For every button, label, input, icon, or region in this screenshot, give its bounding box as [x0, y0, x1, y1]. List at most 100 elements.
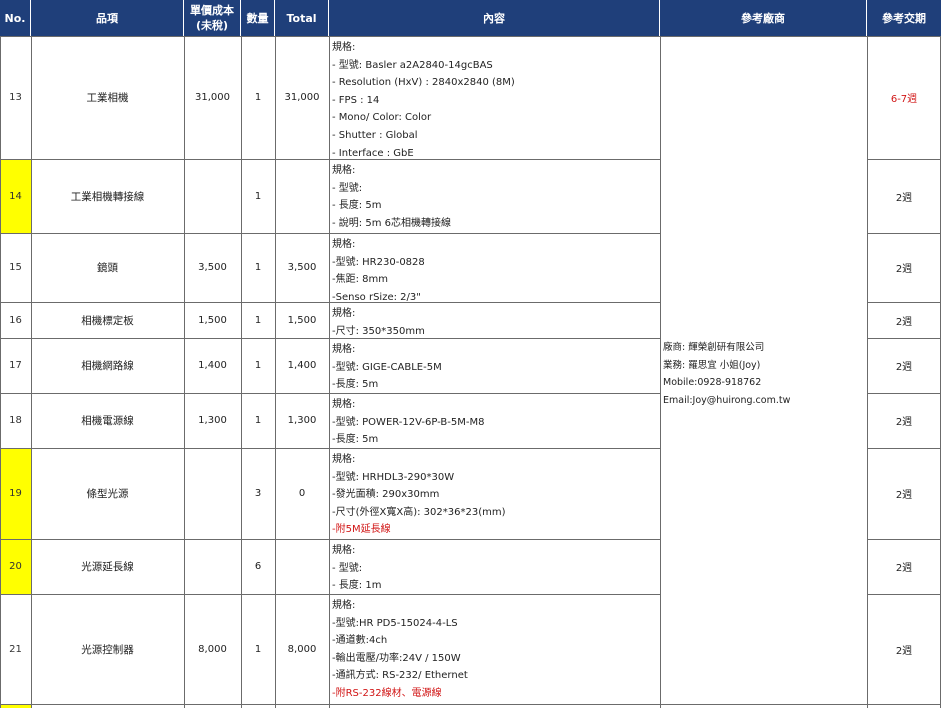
total-cost[interactable]: 1,500 — [287, 314, 317, 326]
spec-line: 規格: — [332, 454, 356, 465]
item-name[interactable]: 相機電源線 — [81, 415, 134, 427]
total-cost[interactable]: 1,400 — [287, 360, 317, 371]
row-number[interactable]: 15 — [9, 262, 22, 273]
row-divider — [867, 448, 941, 449]
header-qty[interactable]: 數量 — [241, 0, 275, 36]
item-name[interactable]: 光源控制器 — [81, 643, 134, 656]
unit-cost[interactable] — [184, 159, 241, 233]
item-name[interactable]: 相機標定板 — [81, 314, 134, 327]
row-divider — [867, 539, 941, 540]
next-row-highlight — [0, 704, 31, 708]
header-lead-time-label: 參考交期 — [882, 11, 926, 25]
header-vendor[interactable]: 參考廠商 — [660, 0, 867, 36]
header-total[interactable]: Total — [275, 0, 329, 36]
row-number[interactable]: 14 — [0, 159, 31, 233]
spec-content[interactable]: 規格: - 型號: - 長度: 1m — [332, 539, 658, 594]
row-number[interactable]: 18 — [9, 415, 22, 426]
item-name[interactable]: 光源延長線 — [81, 561, 134, 573]
header-item[interactable]: 品項 — [31, 0, 184, 36]
row-number[interactable]: 20 — [0, 539, 31, 594]
header-lead-time[interactable]: 參考交期 — [867, 0, 941, 36]
quantity[interactable]: 1 — [254, 643, 262, 655]
spec-line: -型號: HR230-0828 — [332, 256, 425, 268]
spec-line: - 長度: 5m — [332, 200, 382, 212]
header-no[interactable]: No. — [0, 0, 31, 36]
unit-cost[interactable]: 8,000 — [198, 643, 227, 655]
quantity[interactable]: 3 — [254, 488, 262, 499]
quantity[interactable]: 1 — [254, 190, 262, 202]
total-cost[interactable]: 0 — [298, 488, 306, 499]
lead-time[interactable]: 2週 — [895, 645, 913, 657]
unit-cost[interactable] — [184, 448, 241, 539]
column-divider — [241, 36, 242, 708]
spec-line: 規格: — [332, 344, 356, 355]
item-name[interactable]: 鏡頭 — [97, 262, 118, 274]
unit-cost[interactable]: 1,500 — [198, 314, 227, 326]
row-divider — [0, 338, 660, 339]
spec-line: -型號: POWER-12V-6P-B-5M-M8 — [332, 416, 485, 428]
unit-cost[interactable]: 1,300 — [198, 415, 227, 426]
row-number[interactable]: 17 — [9, 360, 22, 371]
row-number[interactable]: 19 — [0, 448, 31, 539]
spec-content[interactable]: 規格: -型號: GIGE-CABLE-5M -長度: 5m — [332, 338, 658, 393]
row-divider — [867, 302, 941, 303]
unit-cost[interactable]: 31,000 — [195, 92, 230, 103]
spec-content[interactable]: 規格: -型號:HR PD5-15024-4-LS -通道數:4ch -輸出電壓/功率… — [332, 594, 658, 704]
total-cost[interactable]: 31,000 — [284, 92, 320, 103]
spec-content[interactable]: 規格: -型號: HRHDL3-290*30W -發光面積: 290x30mm -尺寸… — [332, 448, 658, 539]
spec-line: - 型號: — [332, 182, 363, 194]
header-unit-cost[interactable]: 單價成本 (未稅) — [184, 0, 241, 36]
vendor-company: 廠商: 輝榮創研有限公司 — [663, 342, 765, 353]
lead-time[interactable]: 2週 — [895, 563, 913, 574]
quantity[interactable]: 1 — [254, 415, 262, 426]
spec-line: 規格: — [332, 600, 356, 611]
item-name[interactable]: 條型光源 — [86, 488, 129, 500]
quantity[interactable]: 1 — [254, 360, 262, 371]
column-divider — [275, 36, 276, 708]
row-divider — [867, 594, 941, 595]
lead-time[interactable]: 6-7週 — [890, 94, 918, 105]
spec-line: 規格: — [332, 308, 356, 319]
vendor-info[interactable]: 廠商: 輝榮創研有限公司 業務: 羅思宜 小姐(Joy) Mobile:0928… — [663, 339, 863, 409]
lead-time[interactable]: 2週 — [895, 316, 913, 328]
item-name[interactable]: 工業相機 — [86, 92, 129, 104]
spec-content[interactable]: 規格: - 型號: - 長度: 5m - 說明: 5m 6芯相機轉接線 — [332, 159, 658, 233]
quantity[interactable]: 1 — [254, 262, 262, 273]
lead-time[interactable]: 2週 — [895, 490, 913, 501]
total-cost[interactable]: 8,000 — [287, 643, 317, 655]
row-number[interactable]: 21 — [9, 643, 22, 655]
spec-line: - 型號: — [332, 562, 363, 574]
spec-line: - Mono/ Color: Color — [332, 112, 432, 124]
spec-content[interactable]: 規格: -尺寸: 350*350mm — [332, 302, 658, 338]
lead-time[interactable]: 2週 — [895, 192, 913, 204]
spec-line: 規格: — [332, 399, 356, 410]
spec-content[interactable]: 規格: - 型號: Basler a2A2840-14gcBAS - Resolut… — [332, 36, 658, 159]
quantity[interactable]: 6 — [254, 561, 262, 572]
header-content[interactable]: 內容 — [329, 0, 660, 36]
row-divider — [0, 448, 660, 449]
total-cost[interactable] — [275, 159, 329, 233]
spec-line: - FPS : 14 — [332, 94, 380, 106]
lead-time[interactable]: 2週 — [895, 417, 913, 428]
lead-time[interactable]: 2週 — [895, 264, 913, 275]
row-divider — [0, 539, 660, 540]
total-cost[interactable]: 3,500 — [287, 262, 317, 273]
row-number[interactable]: 16 — [9, 314, 22, 326]
total-cost[interactable] — [275, 539, 329, 594]
row-divider — [867, 338, 941, 339]
quantity[interactable]: 1 — [254, 92, 262, 103]
item-name[interactable]: 工業相機轉接線 — [70, 190, 145, 203]
spec-content[interactable]: 規格: -型號: POWER-12V-6P-B-5M-M8 -長度: 5m — [332, 393, 658, 448]
quantity[interactable]: 1 — [254, 314, 262, 326]
spec-line: - 長度: 1m — [332, 580, 382, 592]
row-divider — [867, 393, 941, 394]
total-cost[interactable]: 1,300 — [287, 415, 317, 426]
unit-cost[interactable] — [184, 539, 241, 594]
item-name[interactable]: 相機網路線 — [81, 360, 134, 372]
row-number[interactable]: 13 — [9, 92, 22, 103]
unit-cost[interactable]: 3,500 — [198, 262, 227, 273]
unit-cost[interactable]: 1,400 — [198, 360, 227, 371]
lead-time[interactable]: 2週 — [895, 362, 913, 373]
spec-content[interactable]: 規格: -型號: HR230-0828 -焦距: 8mm -Senso rSize: … — [332, 233, 658, 303]
column-divider — [184, 36, 185, 708]
